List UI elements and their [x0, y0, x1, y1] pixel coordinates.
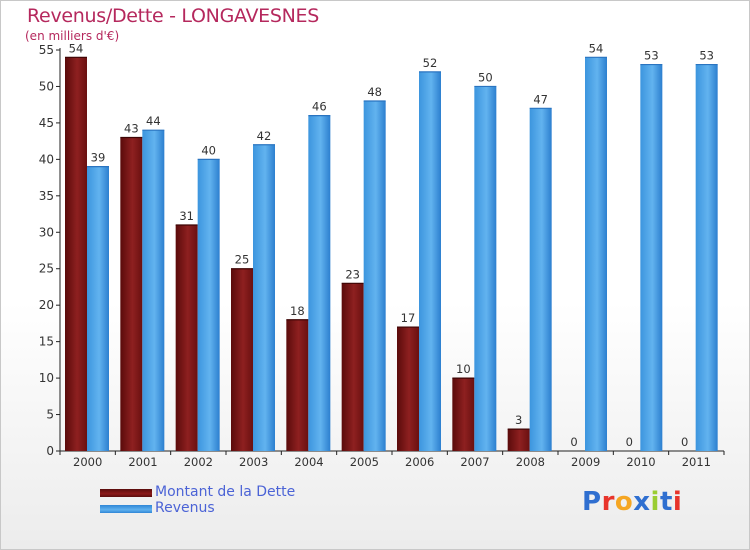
- chart-subtitle: (en milliers d'€): [25, 29, 120, 43]
- y-tick-label: 0: [46, 444, 54, 458]
- bar-dette: [65, 57, 87, 452]
- data-label-revenus: 54: [589, 41, 604, 55]
- y-tick-label: 55: [39, 43, 54, 57]
- x-tick-label: 2010: [626, 455, 655, 469]
- x-tick-label: 2007: [460, 455, 489, 469]
- bar-revenus: [197, 159, 220, 451]
- data-label-dette: 0: [626, 435, 633, 449]
- bar-revenus: [419, 71, 441, 451]
- data-label-dette: 3: [515, 413, 522, 427]
- data-label-revenus: 52: [423, 56, 438, 70]
- data-label-revenus: 44: [146, 114, 161, 128]
- bar-dette: [231, 268, 253, 451]
- proxiti-logo: Proxiti: [582, 487, 682, 517]
- data-label-dette: 10: [456, 362, 471, 376]
- bar-dette: [175, 224, 198, 451]
- x-tick-label: 2009: [571, 455, 600, 469]
- legend-label-revenus: Revenus: [155, 500, 215, 516]
- x-tick-label: 2011: [682, 455, 711, 469]
- legend-label-dette: Montant de la Dette: [155, 484, 296, 500]
- data-label-revenus: 42: [257, 129, 272, 143]
- y-tick-label: 5: [46, 408, 54, 422]
- bar-dette: [120, 137, 143, 451]
- data-label-revenus: 46: [312, 100, 327, 114]
- y-tick-label: 15: [39, 335, 54, 349]
- data-label-dette: 43: [124, 121, 139, 135]
- data-label-dette: 0: [681, 435, 688, 449]
- y-tick-label: 30: [39, 225, 54, 239]
- bar-revenus: [363, 101, 386, 451]
- logo-letter: P: [582, 487, 602, 517]
- data-label-revenus: 39: [91, 151, 106, 165]
- y-tick-label: 35: [39, 189, 54, 203]
- y-tick-label: 25: [39, 262, 54, 276]
- legend-swatch-revenus: [100, 505, 152, 513]
- bar-dette: [286, 319, 309, 451]
- data-label-revenus: 53: [644, 49, 659, 63]
- bar-revenus: [474, 86, 497, 452]
- data-label-dette: 18: [290, 304, 305, 318]
- logo-letter: i: [672, 487, 683, 517]
- chart-title: Revenus/Dette - LONGAVESNES: [27, 5, 320, 27]
- y-tick-label: 20: [39, 298, 54, 312]
- x-tick-label: 2000: [73, 455, 102, 469]
- x-tick-label: 2008: [516, 455, 545, 469]
- bar-revenus: [308, 115, 331, 452]
- bar-revenus: [585, 57, 607, 452]
- data-label-dette: 25: [235, 253, 250, 267]
- y-tick-label: 40: [39, 152, 54, 166]
- data-label-dette: 23: [345, 267, 360, 281]
- x-tick-label: 2003: [239, 455, 268, 469]
- y-tick-label: 50: [39, 79, 54, 93]
- x-tick-label: 2004: [294, 455, 323, 469]
- data-label-dette: 17: [401, 311, 416, 325]
- data-label-revenus: 53: [699, 49, 714, 63]
- data-label-dette: 0: [570, 435, 577, 449]
- data-label-revenus: 50: [478, 70, 493, 84]
- x-tick-label: 2005: [350, 455, 379, 469]
- data-label-revenus: 48: [367, 85, 382, 99]
- x-tick-label: 2001: [128, 455, 157, 469]
- data-label-revenus: 47: [533, 92, 548, 106]
- logo-letter: o: [614, 487, 634, 517]
- x-tick-label: 2006: [405, 455, 434, 469]
- bar-revenus: [253, 144, 275, 452]
- bar-revenus: [695, 64, 718, 451]
- bar-dette: [397, 327, 419, 451]
- bar-revenus: [640, 64, 663, 451]
- y-tick-label: 45: [39, 116, 54, 130]
- logo-letter: r: [601, 487, 615, 517]
- y-tick-label: 10: [39, 371, 54, 385]
- bar-revenus: [142, 130, 165, 451]
- bar-dette: [341, 283, 364, 451]
- x-tick-label: 2002: [184, 455, 213, 469]
- data-label-dette: 31: [179, 209, 194, 223]
- bar-dette: [452, 378, 475, 451]
- data-label-revenus: 40: [201, 143, 216, 157]
- legend-swatch-dette: [100, 489, 152, 497]
- logo-letter: t: [659, 487, 673, 517]
- data-label-dette: 54: [69, 41, 84, 55]
- bar-dette: [507, 429, 530, 451]
- bar-revenus: [87, 166, 109, 451]
- logo-letter: i: [650, 487, 660, 517]
- logo-letter: x: [633, 487, 651, 517]
- bar-revenus: [529, 108, 552, 451]
